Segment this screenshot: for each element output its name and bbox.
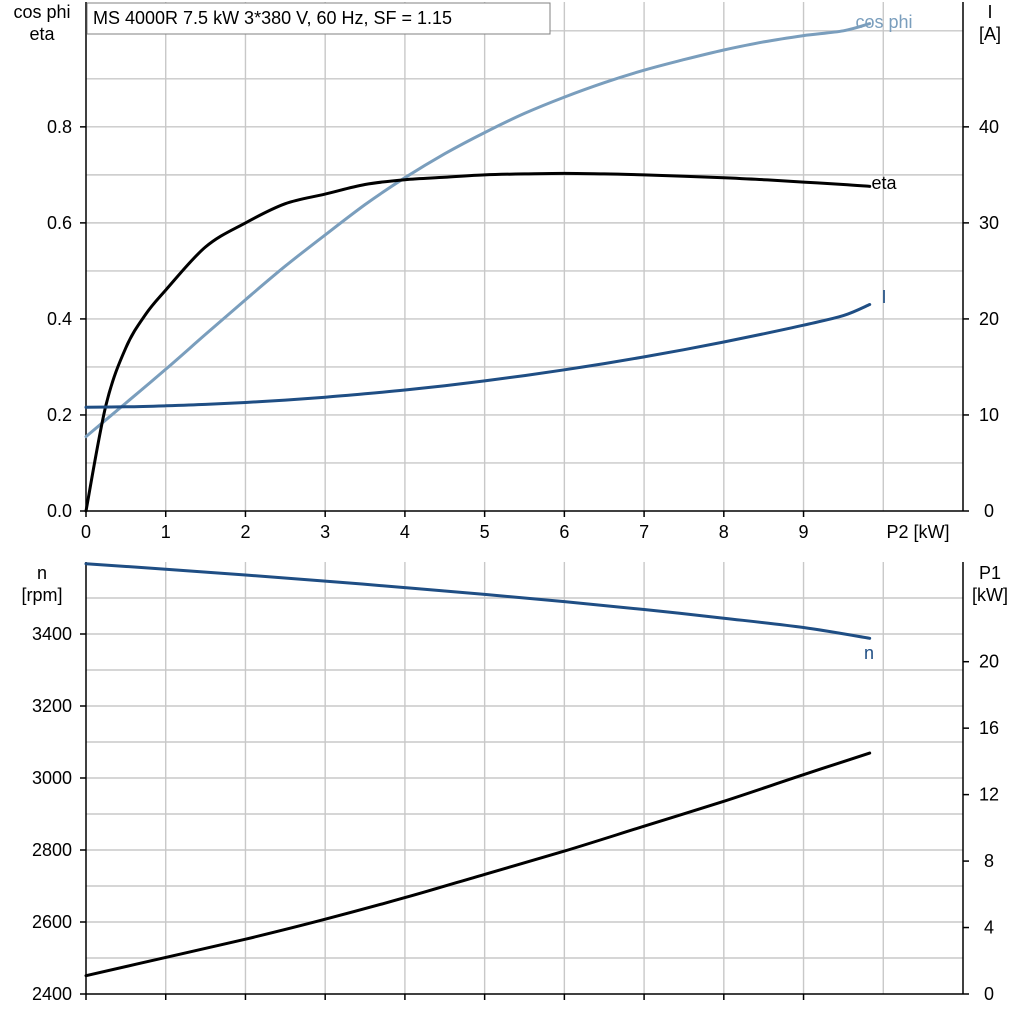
left-tick-label: 0.2 bbox=[47, 405, 72, 425]
x-tick-label: 7 bbox=[639, 522, 649, 542]
x-tick-label: 4 bbox=[400, 522, 410, 542]
series-line-cos-phi bbox=[84, 22, 872, 439]
left-tick-label: 0.6 bbox=[47, 213, 72, 233]
right-tick-label: 40 bbox=[979, 117, 999, 137]
grid bbox=[86, 562, 963, 994]
left-axis-label: eta bbox=[29, 24, 55, 44]
right-tick-label: 4 bbox=[984, 918, 994, 938]
x-tick-label: 6 bbox=[559, 522, 569, 542]
right-tick-label: 12 bbox=[979, 785, 999, 805]
x-tick-label: 5 bbox=[480, 522, 490, 542]
x-tick-label: 0 bbox=[81, 522, 91, 542]
title-box: MS 4000R 7.5 kW 3*380 V, 60 Hz, SF = 1.1… bbox=[86, 2, 551, 35]
series-label-n: n bbox=[864, 643, 874, 663]
right-axis-label: [A] bbox=[979, 24, 1001, 44]
left-axis-label: [rpm] bbox=[21, 585, 62, 605]
series-label-eta: eta bbox=[871, 173, 897, 193]
series-line-eta bbox=[84, 171, 872, 513]
left-tick-label: 0.8 bbox=[47, 117, 72, 137]
right-tick-label: 20 bbox=[979, 309, 999, 329]
left-axis-label: n bbox=[37, 563, 47, 583]
right-tick-label: 20 bbox=[979, 652, 999, 672]
left-tick-label: 3000 bbox=[32, 768, 72, 788]
left-axis-label: cos phi bbox=[13, 2, 70, 22]
top-panel: 0.0 0.2 0.4 0.6 0.8 0 10 20 30 40 0 1 2 3 4 5 6 7 8 9 P2 [kW… bbox=[13, 2, 1001, 542]
right-tick-label: 8 bbox=[984, 851, 994, 871]
series-line-i bbox=[84, 303, 872, 409]
left-tick-label: 3400 bbox=[32, 624, 72, 644]
x-axis-label: P2 [kW] bbox=[886, 522, 949, 542]
right-axis-label: P1 bbox=[979, 563, 1001, 583]
title-frame bbox=[86, 2, 551, 35]
series-label-cos-phi: cos phi bbox=[855, 12, 912, 32]
series-line-n bbox=[84, 562, 872, 640]
bottom-panel: 240026002800300032003400048121620n[rpm]P… bbox=[21, 562, 1008, 1004]
right-tick-label: 0 bbox=[984, 984, 994, 1004]
right-tick-label: 10 bbox=[979, 405, 999, 425]
left-tick-label: 3200 bbox=[32, 696, 72, 716]
left-tick-label: 0.0 bbox=[47, 501, 72, 521]
x-tick-label: 9 bbox=[799, 522, 809, 542]
x-tick-label: 8 bbox=[719, 522, 729, 542]
left-tick-label: 0.4 bbox=[47, 309, 72, 329]
right-tick-label: 30 bbox=[979, 213, 999, 233]
right-axis-label: I bbox=[987, 2, 992, 22]
x-tick-label: 1 bbox=[161, 522, 171, 542]
chart-title: MS 4000R 7.5 kW 3*380 V, 60 Hz, SF = 1.1… bbox=[93, 8, 452, 28]
left-tick-label: 2600 bbox=[32, 912, 72, 932]
right-tick-label: 0 bbox=[984, 501, 994, 521]
series-line-p1 bbox=[84, 751, 872, 978]
right-axis-label: [kW] bbox=[972, 585, 1008, 605]
x-tick-label: 2 bbox=[240, 522, 250, 542]
right-tick-label: 16 bbox=[979, 718, 999, 738]
series-label-i: I bbox=[881, 287, 886, 307]
left-tick-label: 2400 bbox=[32, 984, 72, 1004]
left-tick-label: 2800 bbox=[32, 840, 72, 860]
x-tick-label: 3 bbox=[320, 522, 330, 542]
